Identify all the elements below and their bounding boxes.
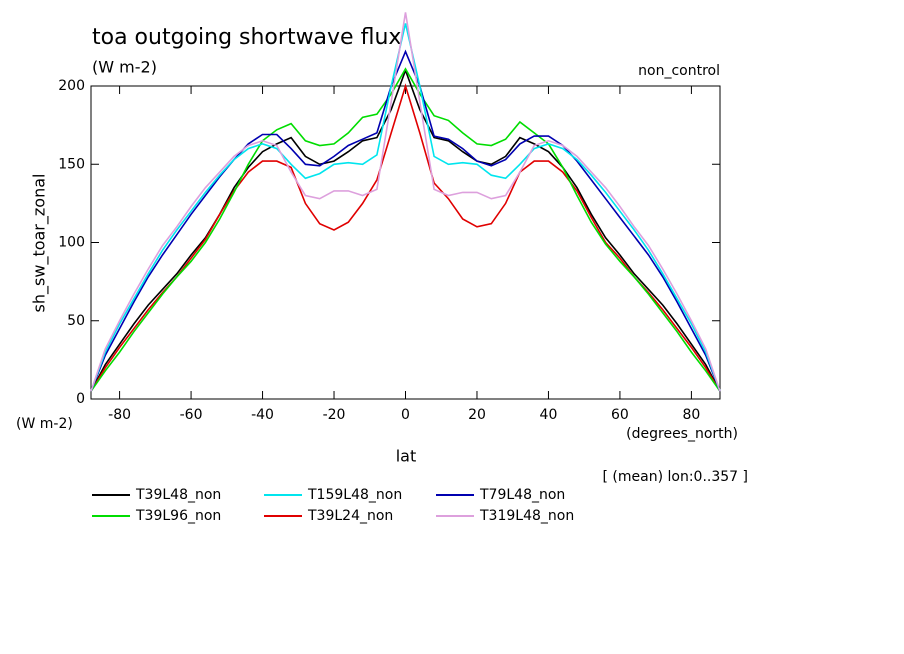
note: [ (mean) lon:0..357 ] [603,469,748,485]
x-axis-label: lat [396,447,417,466]
series-line [90,83,721,392]
legend-label: T39L96_non [135,508,221,524]
series-line [90,67,721,392]
x-tick-label: 80 [682,407,700,423]
y-axis-label: sh_sw_toar_zonal [30,174,50,313]
chart-title: toa outgoing shortwave flux [92,25,401,50]
series-line [90,23,721,392]
y-tick-label: 100 [58,235,85,251]
x-tick-label: -60 [180,407,203,423]
top-right-label: non_control [638,63,720,79]
x-tick-label: 0 [401,407,410,423]
x-tick-label: -20 [323,407,346,423]
legend-label: T39L24_non [307,508,393,524]
x-tick-label: -40 [251,407,274,423]
y-tick-label: 200 [58,78,85,94]
y-tick-label: 150 [58,156,85,172]
series-line [90,49,721,392]
plot-frame [90,85,721,400]
x-tick-label: 40 [540,407,558,423]
y-tick-label: 0 [76,391,85,407]
x-units: (degrees_north) [626,426,738,442]
y-tick-label: 50 [67,313,85,329]
series-line [90,67,721,392]
chart-subtitle: (W m-2) [92,58,157,77]
x-tick-label: 60 [611,407,629,423]
legend-label: T159L48_non [307,487,402,503]
series-line [90,12,721,392]
legend-label: T319L48_non [479,508,574,524]
y-units: (W m-2) [16,416,73,432]
legend-label: T39L48_non [135,487,221,503]
x-tick-label: 20 [468,407,486,423]
x-tick-label: -80 [108,407,131,423]
legend-label: T79L48_non [479,487,565,503]
